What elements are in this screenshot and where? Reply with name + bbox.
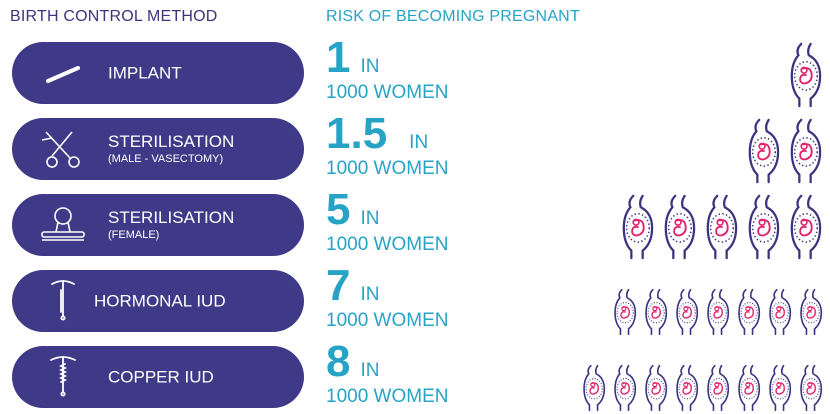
risk-women: 1000 WOMEN — [326, 158, 449, 179]
method-pill: STERILISATION (FEMALE) — [12, 194, 304, 256]
pregnant-woman-icon — [707, 364, 730, 412]
risk-in: IN — [360, 360, 380, 381]
pregnant-woman-icon — [645, 288, 668, 336]
pregnant-woman-icon — [800, 364, 823, 412]
risk-value: 5 IN 1000 WOMEN — [326, 188, 448, 256]
risk-in: IN — [360, 56, 380, 77]
method-pill: IMPLANT — [12, 42, 304, 104]
pregnant-woman-icon — [676, 364, 699, 412]
pregnant-woman-icon — [748, 118, 780, 184]
pregnant-woman-icon — [622, 194, 654, 260]
pregnant-woman-icon — [800, 288, 823, 336]
risk-value: 1 IN 1000 WOMEN — [326, 36, 448, 104]
risk-number: 1 — [326, 33, 351, 82]
risk-number: 7 — [326, 261, 351, 310]
risk-number: 8 — [326, 337, 351, 386]
pregnant-woman-icon — [790, 118, 822, 184]
method-sublabel: (FEMALE) — [108, 229, 160, 241]
risk-in: IN — [360, 208, 380, 229]
pregnant-woman-icon — [738, 288, 761, 336]
method-label: HORMONAL IUD — [94, 291, 226, 311]
copper-iud-icon — [50, 356, 76, 397]
pregnant-woman-icon — [769, 364, 792, 412]
pregnant-figures — [744, 114, 824, 184]
pregnant-woman-icon — [707, 288, 730, 336]
implant-rod-icon — [46, 66, 80, 83]
method-pill: STERILISATION (MALE - VASECTOMY) — [12, 118, 304, 180]
pregnant-woman-icon — [664, 194, 696, 260]
method-row-vasectomy: STERILISATION (MALE - VASECTOMY) 1.5 IN 10… — [0, 112, 830, 184]
pregnant-figures — [786, 38, 824, 108]
risk-women: 1000 WOMEN — [326, 234, 449, 255]
pregnant-figures — [611, 266, 824, 336]
pregnant-woman-icon — [738, 364, 761, 412]
method-row-implant: IMPLANT 1 IN 1000 WOMEN — [0, 36, 830, 108]
risk-value: 7 IN 1000 WOMEN — [326, 264, 448, 332]
method-label: STERILISATION (MALE - VASECTOMY) — [108, 132, 235, 165]
iud-icon — [51, 280, 75, 321]
method-pill: HORMONAL IUD — [12, 270, 304, 332]
method-label: STERILISATION (FEMALE) — [108, 208, 235, 241]
pregnant-woman-icon — [676, 288, 699, 336]
scissors-icon — [41, 131, 80, 168]
pregnant-woman-icon — [614, 364, 637, 412]
risk-women: 1000 WOMEN — [326, 82, 449, 103]
risk-number: 1.5 — [326, 109, 388, 158]
pregnant-woman-icon — [769, 288, 792, 336]
pregnant-woman-icon — [614, 288, 637, 336]
risk-women: 1000 WOMEN — [326, 386, 449, 407]
method-pill: COPPER IUD — [12, 346, 304, 408]
risk-women: 1000 WOMEN — [326, 310, 449, 331]
risk-value: 8 IN 1000 WOMEN — [326, 340, 448, 408]
method-label: IMPLANT — [108, 63, 182, 83]
risk-value: 1.5 IN 1000 WOMEN — [326, 112, 448, 180]
pregnant-woman-icon — [748, 194, 780, 260]
method-row-female-sterilisation: STERILISATION (FEMALE) 5 IN 1000 WOMEN — [0, 188, 830, 260]
method-column-header: BIRTH CONTROL METHOD — [10, 8, 218, 25]
method-row-copper-iud: COPPER IUD 8 IN 1000 WOMEN — [0, 340, 830, 412]
risk-in: IN — [360, 284, 380, 305]
method-row-hormonal-iud: HORMONAL IUD 7 IN 1000 WOMEN — [0, 264, 830, 336]
risk-number: 5 — [326, 185, 351, 234]
method-sublabel: (MALE - VASECTOMY) — [108, 153, 224, 165]
pregnant-figures — [580, 342, 824, 412]
method-label: COPPER IUD — [108, 367, 214, 387]
risk-column-header: RISK OF BECOMING PREGNANT — [326, 8, 580, 25]
fallopian-clip-icon — [41, 207, 85, 241]
pregnant-woman-icon — [790, 42, 822, 108]
pregnant-woman-icon — [790, 194, 822, 260]
pregnant-woman-icon — [645, 364, 668, 412]
pregnant-figures — [618, 190, 824, 260]
pregnant-woman-icon — [706, 194, 738, 260]
risk-in: IN — [409, 132, 429, 153]
pregnant-woman-icon — [583, 364, 606, 412]
